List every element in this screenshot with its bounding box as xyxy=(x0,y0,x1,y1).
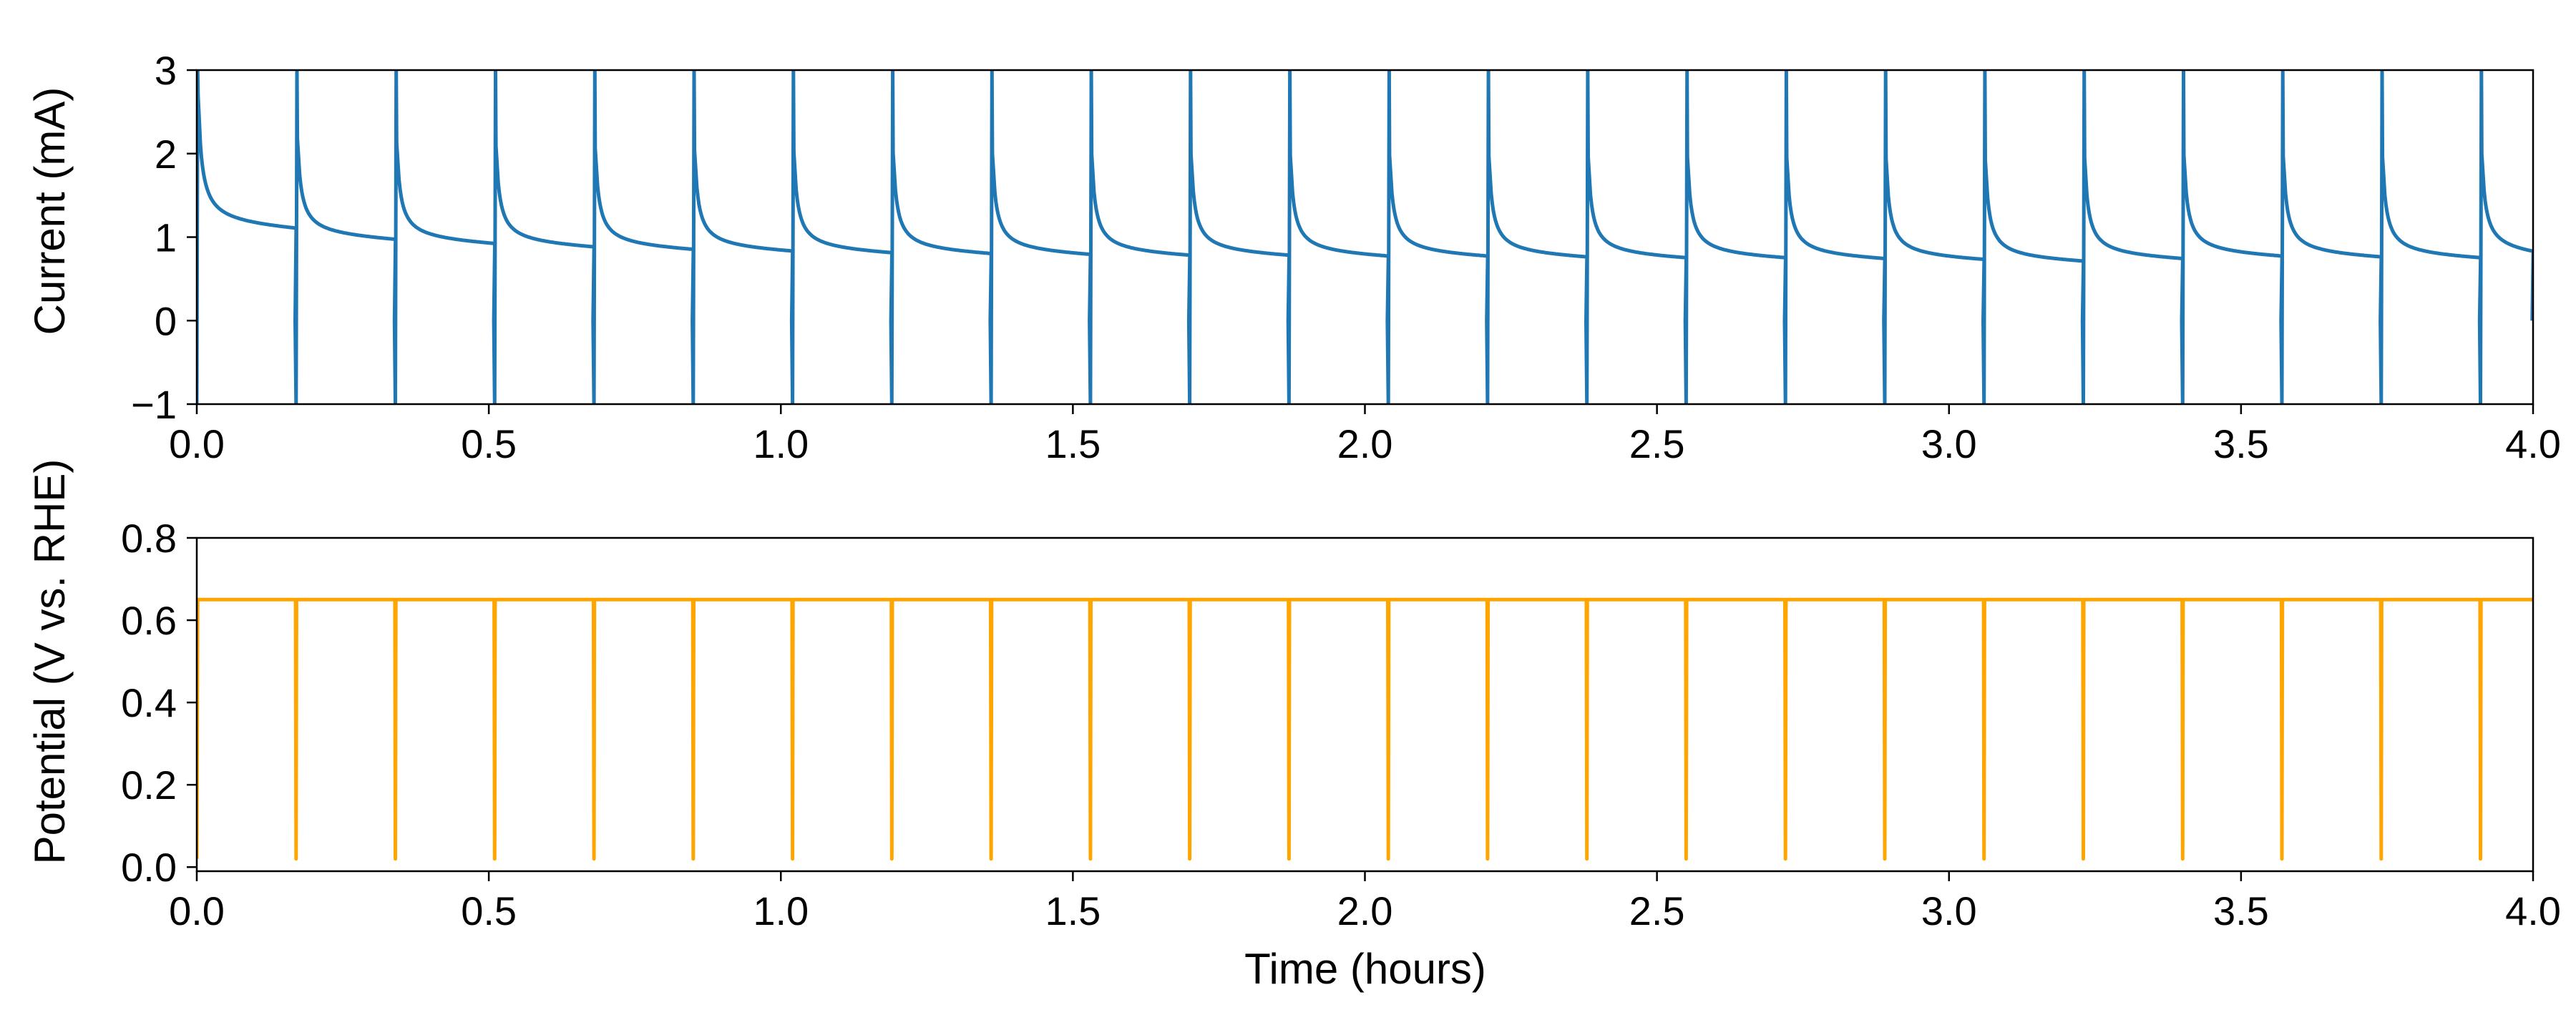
current-x-tick-label: 2.5 xyxy=(1629,421,1685,466)
potential-y-tick-label: 0.2 xyxy=(121,762,177,808)
potential-x-tick-label: 4.0 xyxy=(2505,888,2561,933)
potential-x-tick-label: 3.0 xyxy=(1921,888,1977,933)
potential-x-tick-label: 2.0 xyxy=(1337,888,1393,933)
current-y-axis-label: Current (mA) xyxy=(26,87,74,335)
potential-x-tick-label: 1.0 xyxy=(753,888,809,933)
current-series-line xyxy=(197,70,2533,404)
current-x-tick-label: 0.5 xyxy=(461,421,517,466)
current-y-tick-label: −1 xyxy=(131,382,177,427)
current-x-tick-label: 0.0 xyxy=(169,421,225,466)
potential-x-tick-label: 0.0 xyxy=(169,888,225,933)
current-x-tick-label: 4.0 xyxy=(2505,421,2561,466)
potential-y-tick-label: 0.6 xyxy=(121,598,177,643)
potential-plot-area: 0.0 0.5 1.0 1.5 2.0 2.5 3.0 3.5 4.0 0.0 0.2 0.4 0.6 0… xyxy=(121,516,2561,933)
current-x-tick-label: 2.0 xyxy=(1337,421,1393,466)
current-plot-area: 0.0 0.5 1.0 1.5 2.0 2.5 3.0 3.5 4.0 −1 0 1 2 3 xyxy=(131,48,2561,466)
potential-panel: Potential (V vs. RHE) Time (hours) 0.0 0.… xyxy=(26,459,2561,993)
potential-x-tick-label: 3.5 xyxy=(2213,888,2269,933)
current-x-tick-label: 3.0 xyxy=(1921,421,1977,466)
potential-y-axis-label: Potential (V vs. RHE) xyxy=(26,459,74,865)
current-y-tick-label: 1 xyxy=(155,215,177,260)
current-y-tick-label: 3 xyxy=(155,48,177,93)
potential-y-tick-label: 0.0 xyxy=(121,845,177,890)
potential-x-tick-label: 2.5 xyxy=(1629,888,1685,933)
time-x-axis-label: Time (hours) xyxy=(1244,945,1486,993)
potential-series-line xyxy=(197,597,2533,861)
current-y-tick-label: 0 xyxy=(155,298,177,343)
current-x-tick-label: 1.5 xyxy=(1045,421,1101,466)
current-x-tick-label: 3.5 xyxy=(2213,421,2269,466)
potential-y-tick-label: 0.4 xyxy=(121,680,177,725)
current-panel: Current (mA) 0.0 0.5 1.0 1.5 2.0 2.5 3.0 3.5 4.0… xyxy=(26,48,2561,466)
potential-x-tick-label: 1.5 xyxy=(1045,888,1101,933)
potential-y-tick-label: 0.8 xyxy=(121,516,177,561)
current-y-tick-label: 2 xyxy=(155,132,177,177)
current-x-tick-label: 1.0 xyxy=(753,421,809,466)
potential-x-tick-label: 0.5 xyxy=(461,888,517,933)
